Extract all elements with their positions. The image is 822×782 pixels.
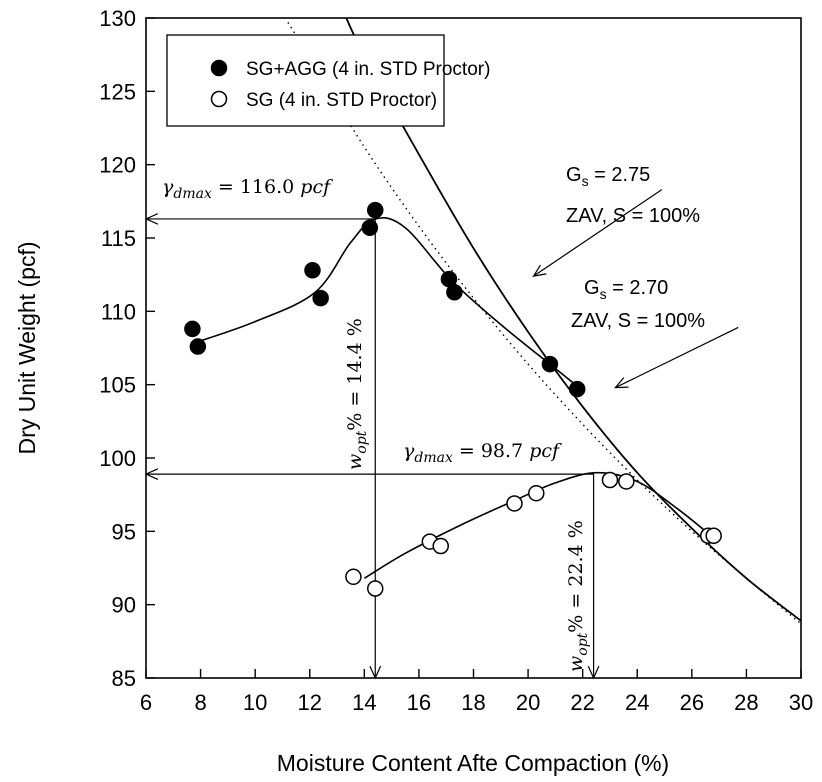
y-tick-label: 95	[112, 519, 136, 544]
sg-agg-data-point	[361, 219, 379, 236]
sg-agg-data-point	[541, 355, 559, 373]
y-tick-label: 85	[112, 666, 136, 691]
sg-data-point	[528, 484, 545, 502]
zav-275-line2: ZAV, S = 100%	[566, 205, 700, 227]
arrow-layer	[144, 189, 739, 680]
legend-marker-sg	[210, 90, 228, 108]
arrow-line	[533, 189, 663, 277]
y-axis-title: Dry Unit Weight (pcf)	[14, 241, 40, 454]
legend: SG+AGG (4 in. STD Proctor) SG (4 in. STD…	[166, 34, 490, 127]
arrow-head	[614, 377, 629, 389]
zav-275-label: Gs = 2.75 ZAV, S = 100%	[566, 164, 700, 227]
gamma-dmax-annotation-sg: γdmax = 98.7 pcf	[403, 440, 562, 466]
y-tick-label: 90	[112, 593, 136, 618]
gamma-symbol: γ	[403, 440, 415, 462]
legend-marker-sg-agg	[210, 59, 228, 77]
x-tick-label: 26	[680, 690, 704, 715]
wopt-annotation-sgagg: wopt% = 14.4 %	[344, 318, 370, 470]
x-tick-label: 14	[352, 690, 376, 715]
w-value: % = 14.4 %	[344, 318, 366, 430]
gamma-symbol: γ	[162, 176, 174, 198]
gamma-value: = 98.7	[453, 440, 529, 462]
w-subscript: opt	[575, 632, 591, 655]
x-tick-label: 20	[516, 690, 540, 715]
x-tick-label: 8	[194, 690, 206, 715]
x-tick-label: 24	[625, 690, 649, 715]
gs-value: = 2.70	[607, 277, 669, 299]
sg-agg-data-point	[189, 338, 207, 355]
sg-agg-fit-curve	[192, 217, 578, 387]
sg-agg-data-point	[367, 201, 384, 219]
gs-letter: G	[566, 164, 582, 186]
tick-layer: 6 8 10 12 14 16 18 20 22 24 26 28 30 85 90 95 100 105 110 1…	[99, 6, 813, 715]
legend-label-sg: SG (4 in. STD Proctor)	[246, 90, 437, 111]
sg-agg-data-point	[446, 284, 463, 301]
x-tick-label: 16	[407, 690, 431, 715]
arrow-head	[532, 264, 547, 277]
zav-270-gs: Gs = 2.70	[584, 277, 668, 302]
sg-data-point	[367, 580, 384, 597]
sg-agg-data-point	[568, 380, 586, 398]
x-tick-label: 30	[789, 690, 813, 715]
y-tick-label: 110	[101, 299, 136, 324]
y-tick-label: 105	[99, 373, 136, 398]
x-tick-label: 10	[243, 690, 267, 715]
zav-270-line2: ZAV, S = 100%	[571, 310, 705, 332]
y-tick-label: 115	[101, 226, 136, 251]
sg-data-point	[705, 527, 722, 544]
y-tick-label: 130	[99, 6, 136, 31]
gamma-unit: pcf	[300, 176, 333, 198]
gamma-subscript: dmax	[173, 186, 212, 202]
sg-data-point	[345, 568, 362, 586]
plot-frame	[145, 17, 802, 679]
gs-letter: G	[584, 277, 600, 299]
gamma-subscript: dmax	[414, 450, 453, 466]
sg-agg-data-point	[312, 289, 329, 307]
zav-270-label: Gs = 2.70 ZAV, S = 100%	[571, 277, 705, 332]
gamma-unit: pcf	[529, 440, 562, 462]
arrow-line	[615, 326, 739, 389]
w-symbol: w	[565, 656, 587, 672]
zav-275-gs: Gs = 2.75	[566, 164, 650, 189]
legend-box	[166, 34, 445, 127]
x-tick-label: 28	[734, 690, 758, 715]
w-subscript: opt	[354, 430, 370, 453]
gamma-dmax-annotation-sgagg: γdmax = 116.0 pcf	[162, 176, 333, 202]
y-tick-label: 125	[99, 79, 136, 104]
gs-value: = 2.75	[589, 164, 651, 186]
x-axis-title: Moisture Content Afte Compaction (%)	[277, 750, 669, 776]
w-value: % = 22.4 %	[565, 520, 587, 632]
sg-data-point	[618, 473, 635, 490]
x-tick-label: 6	[140, 690, 152, 715]
w-symbol: w	[344, 454, 366, 470]
sg-data-point	[432, 537, 449, 555]
point-layer	[184, 201, 722, 597]
y-tick-label: 120	[99, 153, 136, 178]
x-tick-label: 18	[461, 690, 485, 715]
gs-subscript: s	[582, 173, 589, 189]
x-tick-label: 22	[570, 690, 594, 715]
x-tick-label: 12	[298, 690, 322, 715]
legend-label-sg-agg: SG+AGG (4 in. STD Proctor)	[246, 59, 490, 80]
y-tick-label: 100	[99, 446, 136, 471]
sg-agg-data-point	[184, 320, 201, 338]
gs-subscript: s	[600, 286, 607, 302]
gamma-value: = 116.0	[212, 176, 300, 198]
sg-data-point	[601, 471, 619, 489]
sg-agg-data-point	[304, 262, 321, 279]
sg-fit-curve	[363, 471, 712, 579]
sg-data-point	[506, 495, 523, 512]
wopt-annotation-sg: wopt% = 22.4 %	[565, 520, 591, 672]
